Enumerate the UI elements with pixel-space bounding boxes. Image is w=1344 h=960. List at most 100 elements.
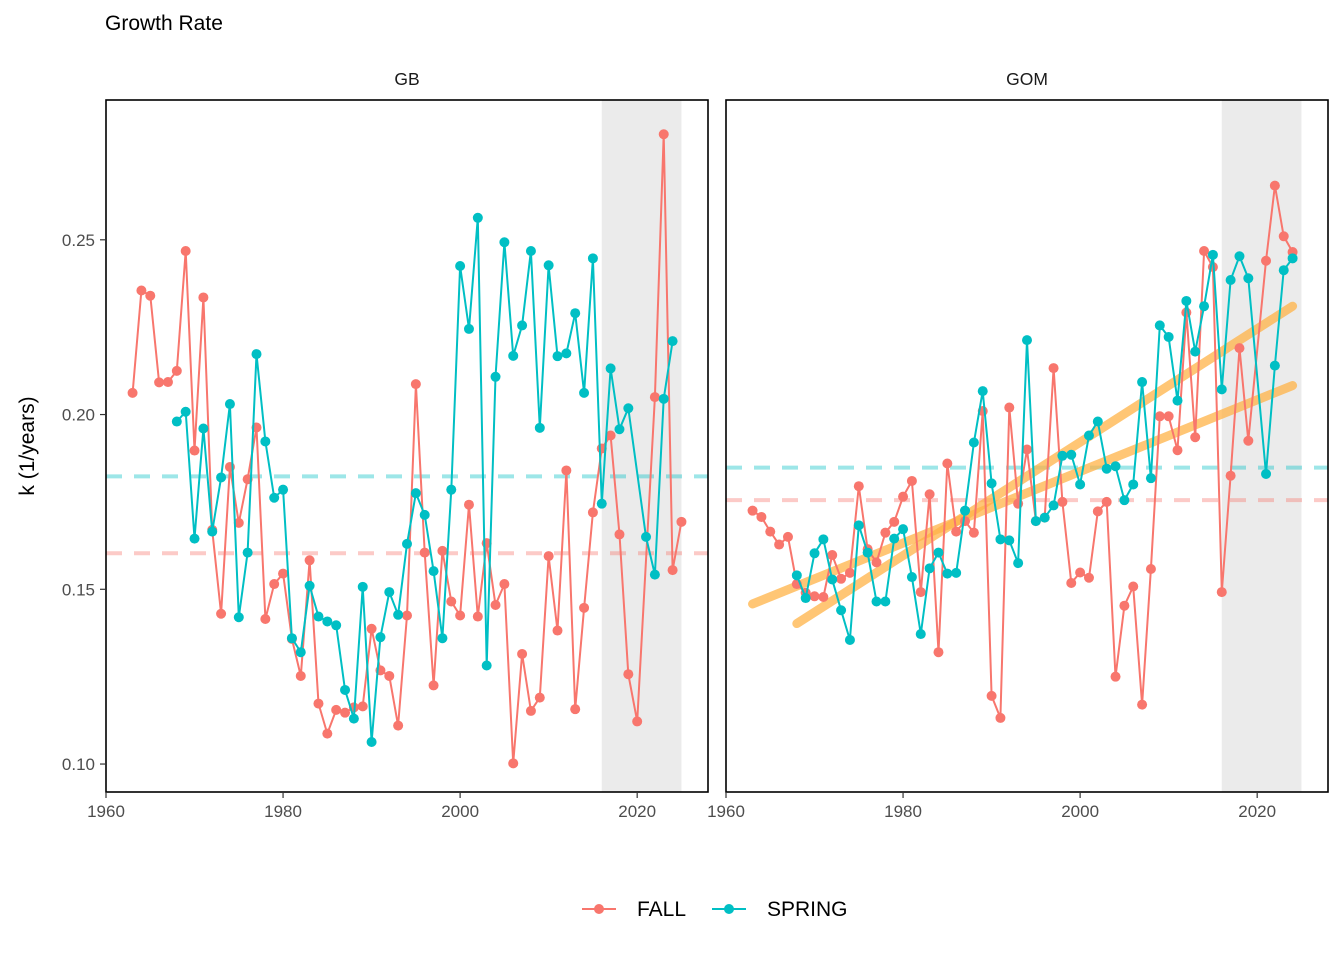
gb-point-spring	[508, 350, 519, 361]
gom-point-spring	[1030, 516, 1041, 527]
gb-point-spring	[304, 580, 315, 591]
gom-point-fall	[1048, 363, 1059, 374]
gb-point-spring	[322, 616, 333, 627]
gb-point-fall	[154, 377, 165, 388]
gb-point-spring	[331, 620, 342, 631]
gb-point-fall	[180, 245, 191, 256]
gom-point-fall	[1243, 435, 1254, 446]
gb-point-fall	[366, 623, 377, 634]
gom-point-spring	[844, 634, 855, 645]
gb-point-spring	[224, 399, 235, 410]
x-tick-label: 1980	[884, 802, 922, 821]
gom-point-spring	[791, 570, 802, 581]
gom-point-spring	[1119, 495, 1130, 506]
x-tick-label: 2020	[618, 802, 656, 821]
gom-point-fall	[782, 531, 793, 542]
gb-point-spring	[517, 320, 528, 331]
gb-point-spring	[393, 609, 404, 620]
gb-point-spring	[171, 416, 182, 427]
gb-point-spring	[269, 492, 280, 503]
gom-point-spring	[1128, 479, 1139, 490]
y-tick-label: 0.25	[62, 231, 95, 250]
gb-series-line-fall	[131, 134, 683, 764]
gom-point-fall	[871, 557, 882, 568]
gom-point-fall	[809, 591, 820, 602]
gb-point-fall	[278, 568, 289, 579]
gb-point-fall	[534, 692, 545, 703]
gb-point-fall	[410, 379, 421, 390]
gom-point-fall	[827, 550, 838, 561]
gom-point-fall	[1004, 402, 1015, 413]
gb-point-spring	[534, 422, 545, 433]
gb-point-spring	[667, 336, 678, 347]
gom-point-fall	[1234, 343, 1245, 354]
gom-point-spring	[986, 478, 997, 489]
gb-point-fall	[561, 465, 572, 476]
gb-point-fall	[145, 290, 156, 301]
gom-point-fall	[1128, 581, 1139, 592]
gom-point-fall	[915, 587, 926, 598]
y-axis-label: k (1/years)	[16, 396, 39, 495]
gb-point-fall	[216, 608, 227, 619]
gom-point-spring	[1057, 450, 1068, 461]
gom-point-fall	[844, 567, 855, 578]
gom-point-spring	[880, 596, 891, 607]
gb-point-fall	[171, 365, 182, 376]
gb-point-fall	[419, 547, 430, 558]
gb-point-spring	[658, 393, 669, 404]
gom-point-spring	[1190, 346, 1201, 357]
gom-point-fall	[1278, 231, 1289, 242]
gom-point-fall	[1110, 671, 1121, 682]
gom-point-fall	[1190, 432, 1201, 443]
gb-point-fall	[313, 698, 324, 709]
gom-point-fall	[1163, 411, 1174, 422]
gom-point-spring	[818, 534, 829, 545]
gb-point-fall	[269, 579, 280, 590]
gb-point-spring	[463, 323, 474, 334]
gom-point-spring	[942, 568, 953, 579]
gom-point-spring	[836, 605, 847, 616]
gom-point-fall	[933, 647, 944, 658]
gom-point-spring	[906, 572, 917, 583]
gom-point-spring	[1163, 331, 1174, 342]
gom-point-spring	[1075, 479, 1086, 490]
gom-point-fall	[756, 511, 767, 522]
gom-point-spring	[915, 629, 926, 640]
gb-point-spring	[348, 713, 359, 724]
gom-point-spring	[1154, 320, 1165, 331]
gb-point-spring	[402, 538, 412, 549]
gom-point-fall	[1172, 445, 1183, 456]
gb-point-spring	[587, 253, 598, 264]
gb-panel-border	[105, 99, 709, 793]
gom-point-spring	[1137, 377, 1148, 388]
gom-point-spring	[1207, 249, 1218, 260]
gb-point-spring	[251, 349, 262, 360]
gom-point-fall	[1261, 255, 1272, 266]
gom-point-spring	[1172, 395, 1183, 406]
gom-point-spring	[1278, 265, 1289, 276]
gom-panel-border	[725, 99, 1329, 793]
gom-point-spring	[1013, 558, 1024, 569]
gom-panel-label: GOM	[1006, 69, 1048, 89]
gb-point-fall	[127, 387, 138, 398]
gom-point-spring	[995, 534, 1006, 545]
gb-panel-label: GB	[394, 69, 419, 89]
gb-point-spring	[641, 531, 652, 542]
gb-point-fall	[233, 517, 244, 528]
gom-point-fall	[747, 505, 758, 516]
gom-point-spring	[1083, 430, 1094, 441]
gom-point-spring	[889, 533, 900, 544]
gb-point-spring	[552, 351, 563, 362]
gb-point-spring	[543, 260, 554, 271]
gb-point-spring	[525, 245, 536, 256]
gb-point-spring	[278, 484, 289, 495]
gom-point-fall	[818, 591, 829, 602]
gom-point-spring	[968, 437, 979, 448]
gb-point-spring	[295, 647, 306, 658]
gom-point-fall	[968, 527, 979, 538]
gb-point-fall	[587, 507, 598, 518]
gom-point-fall	[765, 526, 776, 537]
gb-point-fall	[446, 596, 457, 607]
gom-point-fall	[889, 516, 900, 527]
gom-point-spring	[1269, 360, 1280, 371]
